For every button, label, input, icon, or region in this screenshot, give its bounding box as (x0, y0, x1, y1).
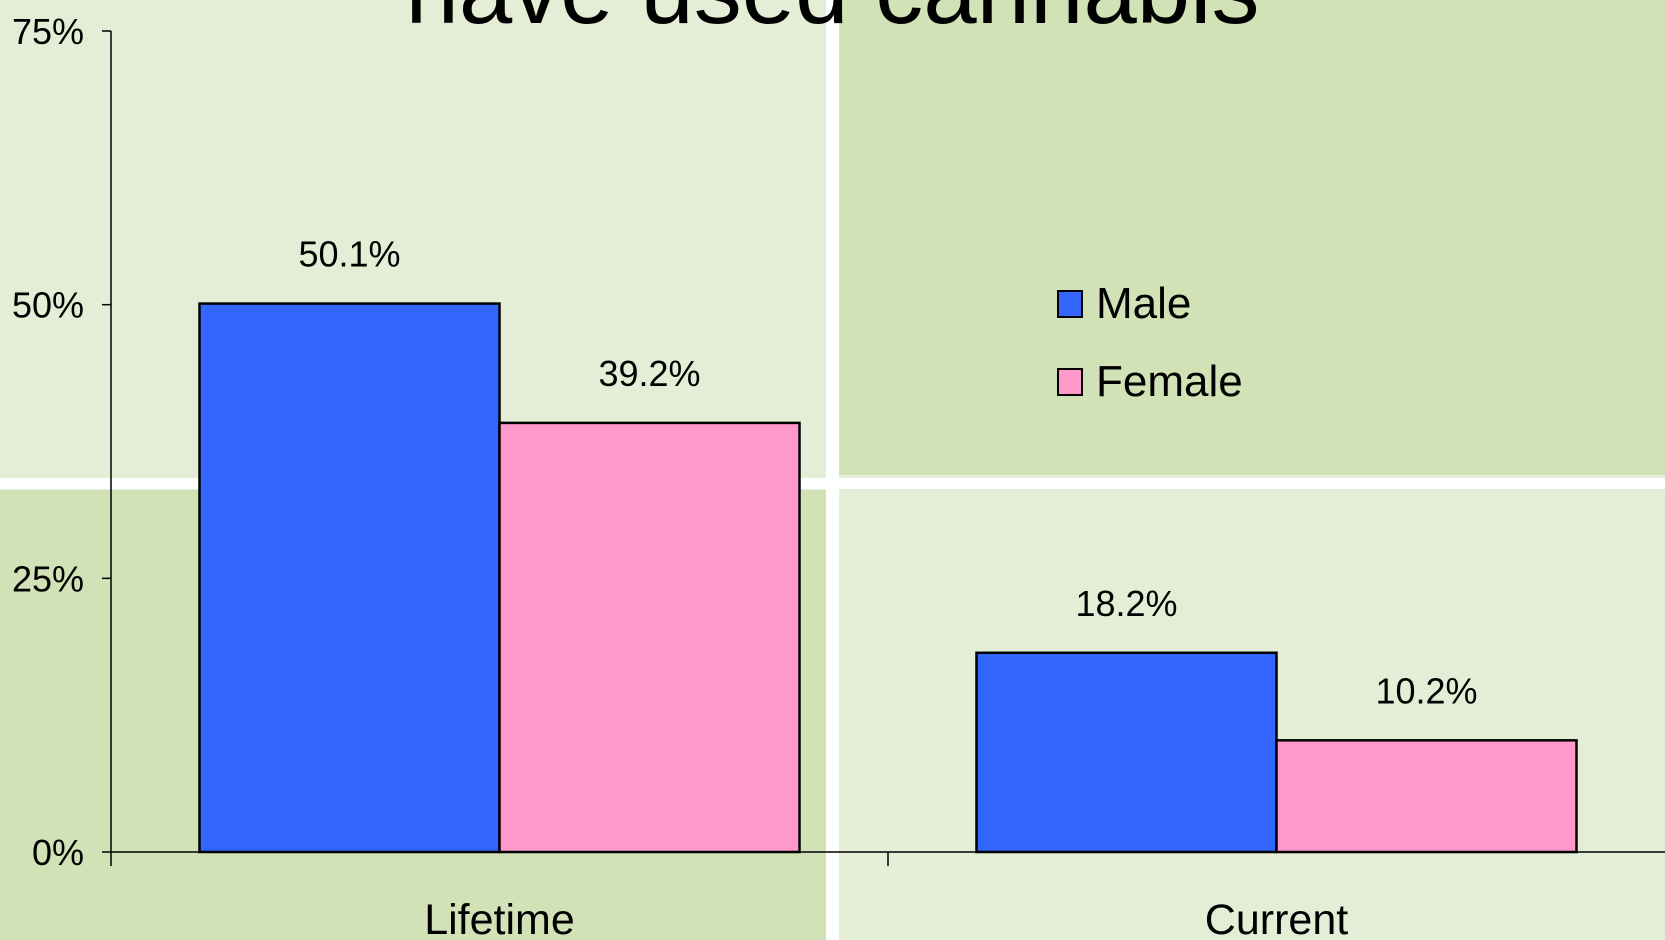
data-label: 10.2% (1375, 670, 1477, 711)
y-tick-label: 0% (32, 832, 84, 873)
data-label: 18.2% (1075, 583, 1177, 624)
legend-item-male: Male (1057, 265, 1243, 343)
y-tick-label: 25% (12, 558, 84, 599)
y-tick-label: 50% (12, 285, 84, 326)
y-tick-label: 75% (12, 11, 84, 52)
x-category-label: Current (1205, 896, 1348, 940)
background-quadrant-top-right (839, 0, 1665, 475)
bar-male-lifetime (198, 302, 501, 854)
bar-female-current (1275, 739, 1578, 854)
x-category-label: Lifetime (424, 896, 575, 940)
background-divider-vertical (826, 0, 839, 940)
background-divider-horizontal (0, 478, 1665, 489)
legend-swatch-male (1057, 290, 1083, 318)
chart-legend: Male Female (1057, 265, 1243, 421)
data-label: 50.1% (298, 234, 400, 275)
bar-male-current (975, 651, 1278, 854)
legend-label-male: Male (1096, 279, 1192, 328)
legend-swatch-female (1057, 368, 1083, 396)
chart-title: have used cannabis (0, 0, 1665, 44)
legend-label-female: Female (1096, 357, 1243, 406)
legend-item-female: Female (1057, 343, 1243, 421)
data-label: 39.2% (598, 353, 700, 394)
bar-female-lifetime (498, 421, 801, 854)
